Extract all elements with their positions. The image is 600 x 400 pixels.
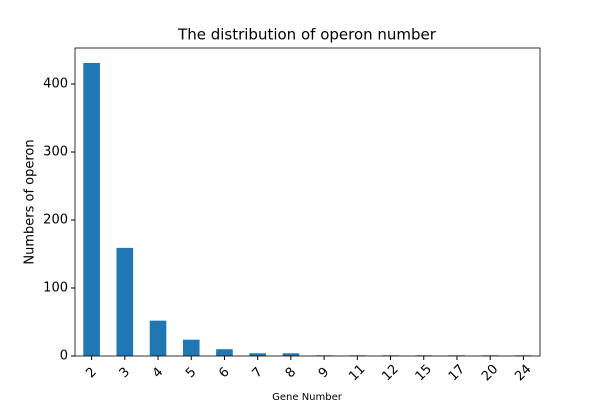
y-tick-label: 200	[43, 213, 68, 228]
bar	[249, 353, 266, 356]
x-axis-label: Gene Number	[272, 392, 343, 400]
y-axis-label: Numbers of operon	[23, 139, 38, 264]
y-tick-label: 100	[43, 281, 68, 296]
bar	[216, 349, 233, 356]
bar	[149, 320, 167, 356]
bar	[282, 353, 300, 356]
y-tick-label: 300	[43, 145, 68, 160]
plot-frame	[74, 47, 541, 357]
y-tick-label: 0	[60, 349, 68, 364]
bar	[182, 339, 200, 356]
bar	[116, 247, 134, 356]
chart-title: The distribution of operon number	[177, 26, 437, 44]
y-tick-label: 400	[43, 77, 68, 92]
bar	[83, 62, 100, 356]
